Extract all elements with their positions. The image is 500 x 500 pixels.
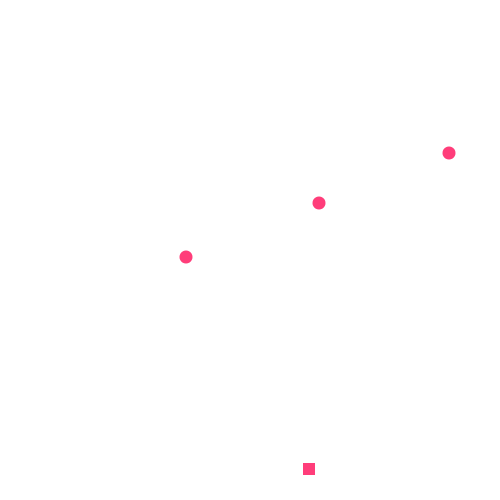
circle-marker-3[interactable] xyxy=(442,146,456,160)
square-marker[interactable] xyxy=(303,463,315,475)
circle-marker-1[interactable] xyxy=(179,250,193,264)
circle-marker-2[interactable] xyxy=(312,196,326,210)
